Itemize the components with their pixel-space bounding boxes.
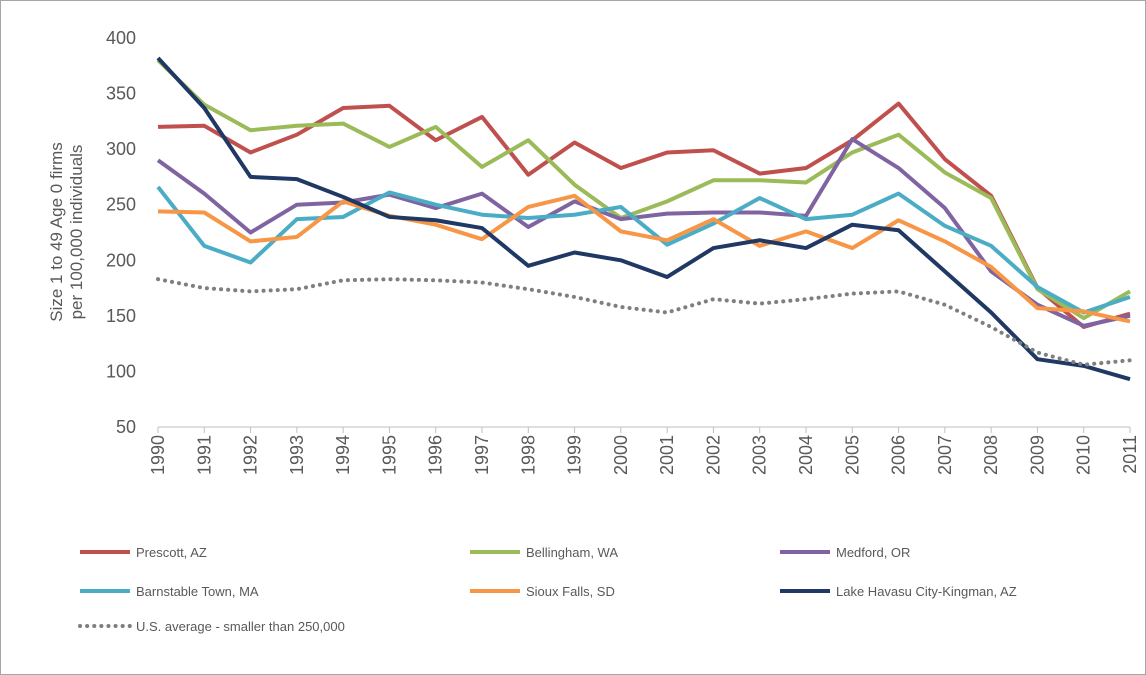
x-tick-label: 2002	[703, 435, 723, 475]
y-tick-label: 350	[106, 84, 136, 104]
y-axis-title: per 100,000 individuals	[67, 145, 86, 320]
y-tick-label: 50	[116, 417, 136, 437]
x-tick-label: 2004	[796, 435, 816, 475]
series-line	[156, 56, 1131, 382]
series-line	[156, 137, 1131, 328]
y-tick-label: 150	[106, 306, 136, 326]
x-tick-label: 1995	[379, 435, 399, 475]
y-tick-label: 200	[106, 250, 136, 270]
x-tick-label: 1990	[148, 435, 168, 475]
x-tick-label: 2001	[657, 435, 677, 475]
y-tick-label: 100	[106, 361, 136, 381]
series-line	[157, 193, 1131, 324]
x-tick-label: 2003	[750, 435, 770, 475]
legend-label: Bellingham, WA	[526, 545, 618, 560]
x-tick-label: 1998	[518, 435, 538, 475]
x-tick-label: 1992	[241, 435, 261, 475]
legend-label: Medford, OR	[836, 545, 910, 560]
x-tick-label: 1994	[333, 435, 353, 475]
legend-label: Sioux Falls, SD	[526, 584, 615, 599]
y-tick-label: 400	[106, 28, 136, 48]
x-tick-label: 2011	[1120, 435, 1140, 474]
x-tick-label: 2000	[611, 435, 631, 475]
series-line	[157, 101, 1131, 329]
x-tick-label: 2008	[981, 435, 1001, 475]
x-tick-label: 1997	[472, 435, 492, 475]
x-tick-label: 2006	[889, 435, 909, 475]
legend-label: Prescott, AZ	[136, 545, 207, 560]
x-tick-label: 2009	[1027, 435, 1047, 475]
x-tick-label: 1999	[565, 435, 585, 475]
series-line	[156, 277, 1132, 367]
x-tick-label: 2007	[935, 435, 955, 475]
y-tick-label: 250	[106, 195, 136, 215]
legend-label: Barnstable Town, MA	[136, 584, 259, 599]
x-tick-label: 1993	[287, 435, 307, 475]
legend-label: U.S. average - smaller than 250,000	[136, 619, 345, 634]
series-line	[156, 58, 1131, 321]
x-tick-label: 1996	[426, 435, 446, 475]
y-tick-label: 300	[106, 139, 136, 159]
x-tick-label: 2010	[1074, 435, 1094, 475]
x-tick-label: 2005	[842, 435, 862, 475]
legend-label: Lake Havasu City-Kingman, AZ	[836, 584, 1017, 599]
y-axis-title: Size 1 to 49 Age 0 firms	[47, 142, 66, 322]
x-tick-label: 1991	[194, 435, 214, 475]
